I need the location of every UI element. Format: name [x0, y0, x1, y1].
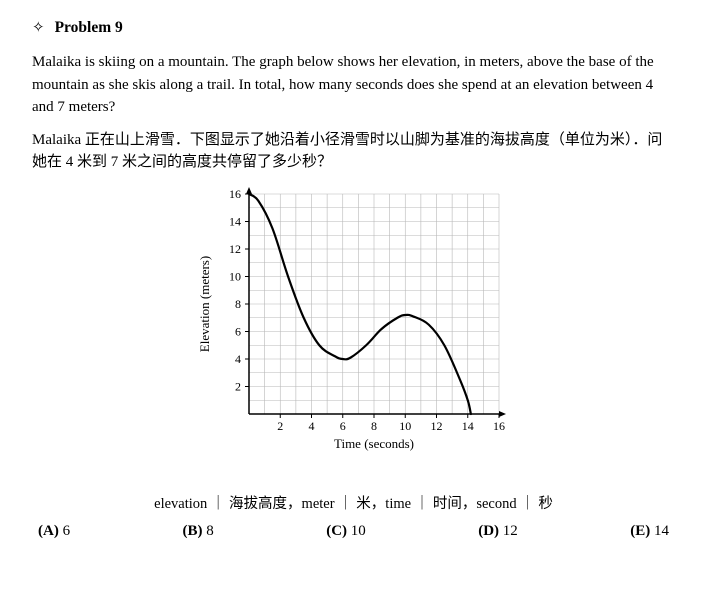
svg-text:12: 12 [430, 419, 442, 433]
svg-text:Time (seconds): Time (seconds) [333, 436, 413, 451]
choice-a-val: 6 [63, 523, 71, 539]
choice-b-key: (B) [183, 523, 203, 539]
svg-text:12: 12 [229, 242, 241, 256]
chart-container: 2 4 6 8 10 12 14 16 2 4 6 8 10 12 14 16 Time (seconds) El… [32, 184, 675, 474]
svg-text:Elevation (meters): Elevation (meters) [197, 255, 212, 351]
svg-text:6: 6 [339, 419, 345, 433]
glossary-line: elevation ｜ 海拔高度，meter ｜ 米，time ｜ 时间，sec… [32, 492, 675, 513]
choice-e-val: 14 [654, 523, 669, 539]
choice-d-key: (D) [478, 523, 499, 539]
page: ✧ Problem 9 Malaika is skiing on a mount… [0, 0, 707, 597]
diamond-icon: ✧ [32, 18, 45, 37]
choice-c-key: (C) [326, 523, 347, 539]
choice-b-val: 8 [206, 523, 214, 539]
svg-text:2: 2 [235, 379, 241, 393]
elevation-chart: 2 4 6 8 10 12 14 16 2 4 6 8 10 12 14 16 Time (seconds) El… [184, 184, 524, 464]
choice-a: (A) 6 [38, 523, 70, 540]
answer-choices: (A) 6 (B) 8 (C) 10 (D) 12 (E) 14 [32, 523, 675, 540]
choice-e: (E) 14 [630, 523, 669, 540]
choice-c-val: 10 [351, 523, 366, 539]
choice-b: (B) 8 [183, 523, 214, 540]
svg-text:16: 16 [493, 419, 505, 433]
svg-text:2: 2 [277, 419, 283, 433]
choice-e-key: (E) [630, 523, 650, 539]
svg-text:10: 10 [229, 269, 241, 283]
svg-text:8: 8 [371, 419, 377, 433]
svg-text:6: 6 [235, 324, 241, 338]
svg-text:14: 14 [461, 419, 473, 433]
svg-text:8: 8 [235, 297, 241, 311]
svg-text:14: 14 [229, 214, 241, 228]
problem-chinese: Malaika 正在山上滑雪．下图显示了她沿着小径滑雪时以山脚为基准的海拔高度（… [32, 129, 675, 174]
svg-text:4: 4 [235, 352, 241, 366]
problem-title: Problem 9 [55, 19, 123, 37]
choice-a-key: (A) [38, 523, 59, 539]
problem-header: ✧ Problem 9 [32, 18, 675, 37]
choice-d-val: 12 [503, 523, 518, 539]
problem-english: Malaika is skiing on a mountain. The gra… [32, 51, 675, 119]
choice-d: (D) 12 [478, 523, 518, 540]
chart-area: 2 4 6 8 10 12 14 16 2 4 6 8 10 12 14 16 Time (seconds) El… [184, 184, 524, 474]
svg-text:10: 10 [399, 419, 411, 433]
choice-c: (C) 10 [326, 523, 366, 540]
svg-text:16: 16 [229, 187, 241, 201]
svg-text:4: 4 [308, 419, 314, 433]
